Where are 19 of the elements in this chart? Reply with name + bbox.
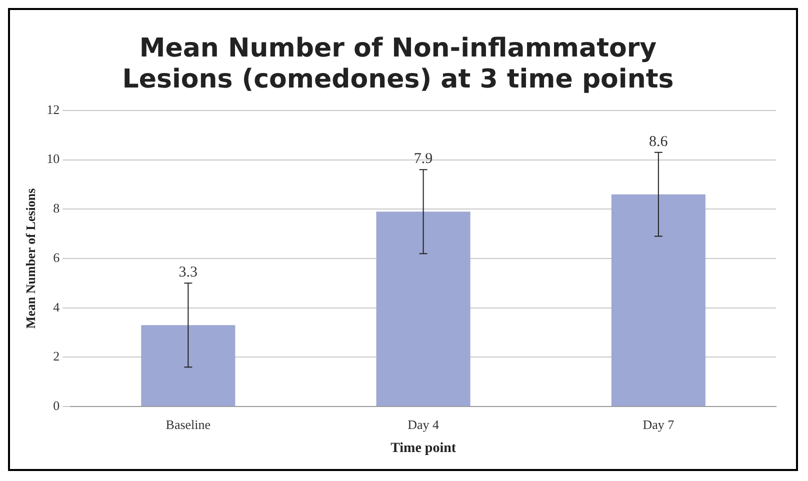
data-label: 7.9 [414, 151, 433, 168]
chart-title: Mean Number of Non-inflammatory Lesions (comedones) at 3 time points [122, 33, 674, 95]
bar [141, 325, 236, 406]
y-tick-label: 4 [53, 299, 60, 314]
bar [376, 212, 470, 406]
x-axis-title: Time point [390, 441, 456, 456]
y-axis-title: Mean Number of Lesions [23, 188, 38, 329]
x-tick-label: Day 7 [642, 416, 675, 432]
y-tick-label: 12 [46, 102, 60, 117]
x-tick-label: Day 4 [408, 416, 440, 432]
bar [611, 194, 706, 406]
y-tick-label: 6 [53, 250, 60, 265]
data-label: 8.6 [649, 134, 668, 150]
y-tick-label: 10 [46, 151, 60, 166]
y-tick-label: 2 [53, 348, 60, 364]
y-tick-label: 8 [53, 200, 60, 216]
data-label: 3.3 [178, 264, 198, 281]
x-tick-label: Baseline [166, 416, 211, 432]
y-tick-label: 0 [53, 398, 60, 414]
